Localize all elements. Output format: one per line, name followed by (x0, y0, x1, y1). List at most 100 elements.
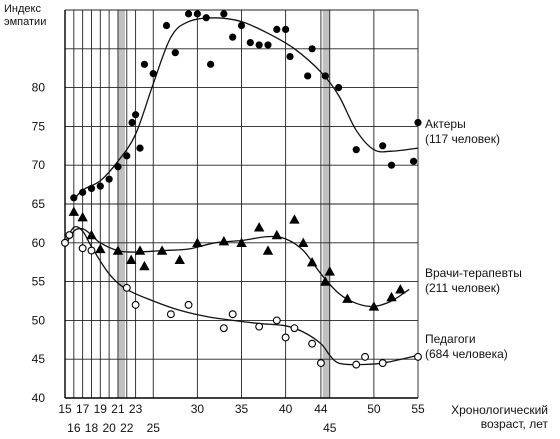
data-point-doctors (134, 245, 146, 255)
data-point-teachers (219, 324, 228, 333)
data-point-doctors (262, 245, 274, 255)
data-point-doctors (139, 260, 150, 271)
data-point-actors (286, 52, 294, 61)
data-point-teachers (122, 283, 131, 292)
data-point-actors (140, 60, 149, 68)
data-point-doctors (125, 254, 137, 265)
y-tick-label: 50 (32, 313, 46, 327)
data-point-actors (79, 188, 87, 196)
axes (64, 10, 418, 399)
data-point-actors (220, 10, 228, 18)
data-point-doctors (86, 229, 97, 240)
x-tick-label: 30 (191, 402, 205, 416)
data-point-actors (321, 72, 329, 80)
data-point-actors (162, 21, 171, 30)
data-point-actors (105, 175, 113, 183)
y-tick-label: 55 (32, 275, 46, 289)
data-point-actors (128, 118, 136, 127)
x-tick-label: 17 (76, 402, 90, 416)
data-point-teachers (272, 316, 281, 325)
data-point-doctors (395, 284, 406, 294)
data-point-actors (282, 25, 290, 33)
data-point-actors (207, 60, 215, 68)
data-point-actors (202, 14, 210, 22)
data-point-teachers (131, 300, 140, 309)
series-label: Актеры (425, 117, 466, 131)
data-point-actors (123, 152, 131, 160)
x-tick-label: 23 (129, 402, 143, 416)
data-point-doctors (112, 245, 124, 255)
data-point-teachers (414, 352, 422, 361)
x-axis-title: возраст, лет (481, 417, 549, 431)
data-point-doctors (342, 293, 353, 303)
y-tick-label: 40 (32, 391, 46, 405)
data-point-teachers (316, 359, 325, 368)
y-axis-title: Индекс (4, 3, 41, 15)
y-axis-title: эмпатии (4, 16, 46, 28)
data-point-doctors (320, 276, 331, 286)
data-points (61, 10, 422, 369)
x-tick-label: 35 (235, 402, 249, 416)
data-point-doctors (218, 236, 230, 246)
data-point-actors (96, 182, 104, 190)
y-tick-label: 70 (32, 158, 46, 172)
data-point-doctors (253, 222, 265, 232)
data-point-actors (255, 41, 263, 49)
data-point-teachers (378, 359, 387, 368)
y-tick-label: 80 (32, 81, 46, 95)
series-label: (684 человека) (425, 347, 508, 361)
data-point-teachers (255, 322, 264, 331)
data-point-actors (379, 142, 387, 150)
series-label: Педагоги (425, 332, 476, 346)
data-point-doctors (324, 266, 335, 276)
data-point-teachers (78, 244, 87, 253)
data-point-actors (246, 38, 254, 47)
x-tick-label: 44 (314, 402, 328, 416)
data-point-doctors (174, 254, 185, 265)
data-point-doctors (289, 214, 300, 224)
data-point-doctors (236, 237, 247, 247)
x-tick-label: 40 (279, 402, 293, 416)
x-tick-label: 22 (120, 421, 134, 435)
data-point-teachers (61, 238, 69, 247)
series-label: (211 человек) (425, 281, 500, 295)
series-label: (117 человек) (425, 132, 500, 146)
data-point-actors (304, 72, 312, 80)
data-point-actors (136, 144, 144, 152)
data-point-actors (352, 146, 360, 154)
y-tick-label: 45 (32, 352, 46, 366)
chart-labels: 40 45 50 55 60 65 70 75 80 15 17 19 21 23 30 35 40 44 50 55… (4, 3, 548, 435)
data-point-doctors (95, 243, 106, 254)
series-curve (64, 227, 410, 308)
data-point-doctors (271, 229, 282, 240)
data-point-doctors (68, 206, 80, 216)
x-tick-label: 20 (102, 421, 116, 435)
y-tick-label: 75 (32, 119, 46, 133)
data-point-actors (409, 157, 418, 165)
data-point-doctors (306, 257, 318, 267)
x-tick-label: 45 (323, 421, 337, 435)
data-point-doctors (298, 237, 309, 247)
data-point-teachers (361, 352, 369, 361)
data-point-actors (308, 45, 316, 53)
data-point-doctors (368, 301, 380, 311)
x-tick-label: 19 (94, 402, 108, 416)
data-point-teachers (228, 310, 237, 319)
data-point-teachers (184, 300, 193, 309)
data-point-actors (149, 70, 157, 78)
grid (64, 9, 419, 399)
data-point-actors (132, 111, 140, 119)
data-point-teachers (281, 333, 290, 342)
data-point-actors (264, 41, 272, 49)
data-point-actors (193, 10, 201, 18)
data-point-teachers (308, 339, 317, 348)
x-tick-label: 18 (85, 421, 99, 435)
data-point-teachers (166, 310, 175, 319)
x-axis-title: Хронологический (451, 403, 548, 417)
data-point-actors (87, 184, 96, 193)
data-point-doctors (192, 237, 203, 247)
data-point-teachers (290, 324, 299, 333)
data-point-actors (171, 49, 179, 57)
data-point-actors (414, 118, 422, 127)
